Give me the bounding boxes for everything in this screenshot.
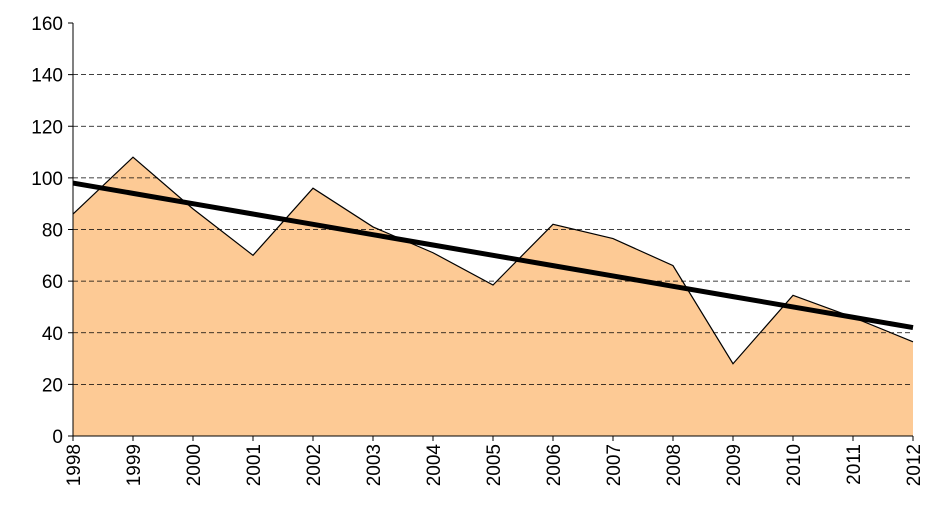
y-tick-label: 140: [31, 66, 63, 87]
y-tick-label: 0: [52, 427, 63, 448]
y-tick-label: 120: [31, 117, 63, 138]
x-tick-label: 1999: [124, 444, 145, 486]
y-tick-label: 40: [42, 324, 63, 345]
x-tick-label: 2008: [664, 444, 685, 486]
y-tick-label: 160: [31, 14, 63, 35]
area: [73, 157, 913, 436]
x-tick-label: 2006: [544, 444, 565, 486]
x-tick-label: 2009: [724, 444, 745, 486]
x-tick-label: 1998: [64, 444, 85, 486]
x-tick-label: 2002: [304, 444, 325, 486]
x-tick-label: 2010: [784, 444, 805, 486]
x-tick-label: 2004: [424, 444, 445, 487]
x-tick-label: 2003: [364, 444, 385, 486]
x-tick-label: 2001: [244, 444, 265, 486]
x-tick-label: 2011: [844, 444, 865, 485]
y-tick-label: 100: [31, 169, 63, 190]
y-tick-label: 60: [42, 272, 63, 293]
x-tick-label: 2007: [604, 444, 625, 486]
x-tick-label: 2012: [904, 444, 925, 486]
trend-line: [72, 180, 914, 331]
x-tick-label: 2000: [184, 444, 205, 486]
x-tick-label: 2005: [484, 444, 505, 486]
area-outline: [72, 156, 914, 365]
y-tick-label: 80: [42, 221, 63, 242]
y-tick-label: 20: [42, 375, 63, 396]
